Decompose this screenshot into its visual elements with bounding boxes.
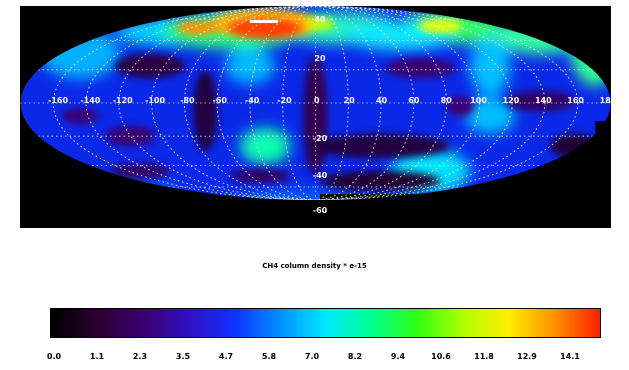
colorbar-tick-label: 4.7 bbox=[218, 352, 234, 361]
colorbar-tick-label: 0.0 bbox=[46, 352, 62, 361]
colorbar-tick-label: 1.1 bbox=[89, 352, 105, 361]
longitude-label: -120 bbox=[113, 96, 133, 105]
longitude-labels: -160 -140 -120 -100 -80 -60 -40 -20 0 20 40 60 80 100… bbox=[48, 96, 611, 105]
longitude-label: 20 bbox=[344, 96, 356, 105]
colorbar bbox=[50, 308, 601, 338]
colorbar-tick-label: 8.2 bbox=[347, 352, 363, 361]
colorbar-tick-label: 7.0 bbox=[304, 352, 320, 361]
longitude-label: -20 bbox=[277, 96, 292, 105]
colorbar-tick-label: 14.1 bbox=[560, 352, 580, 361]
meridian-line bbox=[118, 6, 513, 200]
mollweide-map-svg: -160 -140 -120 -100 -80 -60 -40 -20 0 20 40 60 80 100… bbox=[20, 6, 611, 215]
colorbar-tick-label: 11.8 bbox=[474, 352, 494, 361]
meridian-line bbox=[282, 6, 349, 200]
latitude-label: 40 bbox=[314, 15, 326, 24]
longitude-label: -60 bbox=[213, 96, 228, 105]
latitude-label: -60 bbox=[313, 206, 328, 215]
longitude-label: 100 bbox=[470, 96, 487, 105]
hotspot-highlight bbox=[250, 20, 278, 23]
graticule bbox=[20, 6, 611, 200]
longitude-label: -40 bbox=[245, 96, 260, 105]
longitude-label: 180 bbox=[600, 96, 611, 105]
colorbar-tick-label: 9.4 bbox=[390, 352, 406, 361]
longitude-label: -160 bbox=[48, 96, 68, 105]
colorbar-caption: CH4 column density * e-15 bbox=[262, 262, 367, 270]
colorbar-tick-labels: 0.0 1.1 2.3 3.5 4.7 5.8 7.0 8.2 9.4 10.6 11.8 12.9 1… bbox=[0, 352, 629, 366]
longitude-label: 120 bbox=[503, 96, 520, 105]
meridian-line bbox=[183, 6, 448, 200]
colorbar-tick-label: 12.9 bbox=[517, 352, 537, 361]
longitude-label: 80 bbox=[441, 96, 453, 105]
meridian-line bbox=[85, 6, 546, 200]
meridian-line bbox=[52, 6, 579, 200]
latitude-labels: 40 20 -20 -40 -60 bbox=[313, 15, 328, 215]
colorbar-tick-label: 5.8 bbox=[261, 352, 277, 361]
longitude-label: 60 bbox=[408, 96, 420, 105]
longitude-label: -80 bbox=[180, 96, 195, 105]
longitude-label: 40 bbox=[376, 96, 388, 105]
latitude-label: -40 bbox=[313, 171, 328, 180]
latitude-label: 20 bbox=[314, 54, 326, 63]
longitude-label: -140 bbox=[80, 96, 100, 105]
ch4-density-map: -160 -140 -120 -100 -80 -60 -40 -20 0 20 40 60 80 100… bbox=[20, 6, 611, 228]
colorbar-tick-label: 10.6 bbox=[431, 352, 451, 361]
colorbar-tick-label: 2.3 bbox=[132, 352, 148, 361]
longitude-label: 0 bbox=[314, 96, 320, 105]
latitude-label: -20 bbox=[313, 134, 328, 143]
longitude-label: 140 bbox=[535, 96, 552, 105]
colorbar-tick-label: 3.5 bbox=[175, 352, 191, 361]
meridian-line bbox=[216, 6, 415, 200]
longitude-label: -100 bbox=[145, 96, 165, 105]
longitude-label: 160 bbox=[567, 96, 584, 105]
